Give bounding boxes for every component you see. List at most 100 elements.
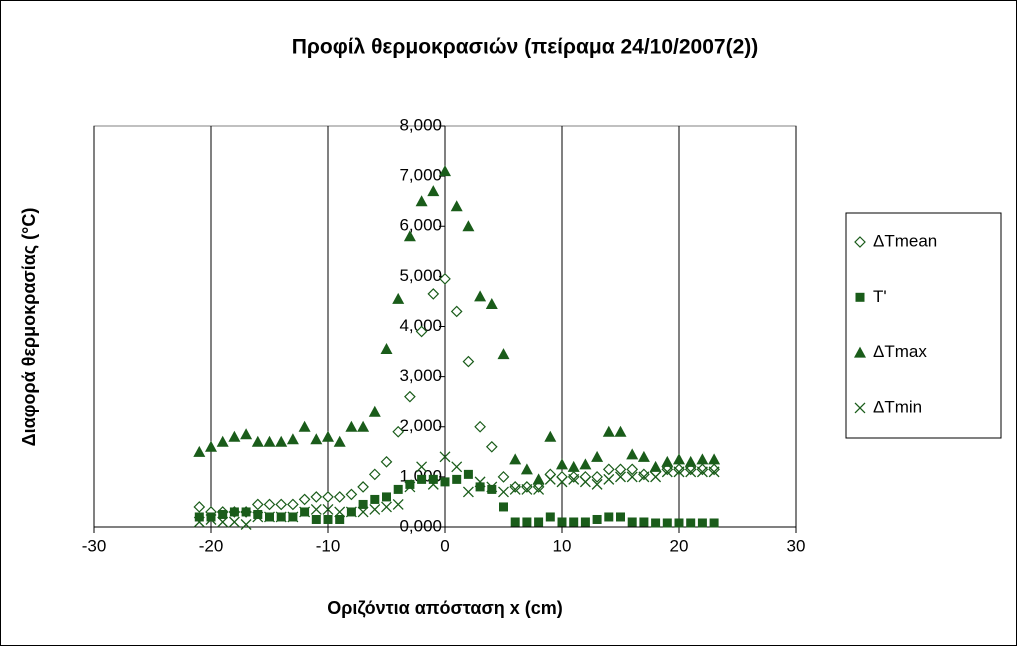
- triangle-marker: [567, 460, 580, 472]
- diamond-marker: [497, 471, 510, 483]
- square-marker: [428, 474, 438, 484]
- x-stroke: [217, 516, 229, 528]
- x-marker: [462, 486, 474, 498]
- y-tick-label: 7,000: [399, 166, 442, 185]
- x-marker: [568, 473, 580, 485]
- x-marker: [854, 402, 866, 414]
- diamond-marker: [310, 491, 323, 503]
- triangle-marker: [427, 185, 440, 197]
- x-stroke: [696, 466, 708, 478]
- square-marker: [662, 518, 672, 528]
- triangle-marker: [626, 448, 639, 460]
- square-marker: [335, 514, 345, 524]
- legend-label: T': [873, 287, 887, 306]
- x-marker: [334, 506, 346, 518]
- diamond-marker: [485, 440, 498, 453]
- triangle-marker: [357, 420, 370, 432]
- diamond-marker: [193, 501, 206, 513]
- triangle-marker: [532, 473, 545, 485]
- legend-label: ΔTmax: [873, 342, 927, 361]
- triangle-marker: [322, 430, 334, 442]
- x-stroke: [615, 471, 626, 483]
- triangle-marker: [579, 458, 592, 470]
- x-marker: [451, 461, 463, 473]
- square-marker: [393, 484, 403, 494]
- x-marker: [205, 514, 217, 525]
- triangle-marker: [602, 425, 615, 437]
- x-marker: [696, 466, 708, 478]
- triangle-marker: [368, 405, 381, 417]
- square-marker: [475, 482, 485, 492]
- x-stroke: [357, 506, 369, 518]
- square-marker: [616, 512, 625, 522]
- square-marker: [382, 492, 391, 502]
- x-stroke: [533, 483, 545, 495]
- x-marker: [345, 506, 357, 518]
- diamond-marker: [287, 498, 299, 511]
- diamond-marker: [404, 390, 416, 403]
- x-marker: [322, 503, 334, 515]
- triangle-marker: [661, 455, 674, 467]
- diamond-marker: [380, 455, 393, 468]
- triangle-marker: [684, 455, 697, 467]
- square-marker: [855, 292, 865, 302]
- x-marker: [533, 483, 545, 495]
- diamond-marker: [614, 463, 627, 476]
- square-marker: [417, 474, 427, 484]
- x-stroke: [603, 473, 615, 485]
- x-stroke: [322, 503, 334, 515]
- x-tick-label: 30: [787, 536, 806, 555]
- diamond-marker: [251, 498, 264, 511]
- x-stroke: [369, 503, 381, 515]
- x-marker: [673, 466, 685, 478]
- x-marker: [369, 503, 381, 515]
- x-marker: [474, 476, 486, 488]
- diamond-marker: [450, 305, 463, 318]
- x-stroke: [685, 466, 697, 478]
- x-stroke: [626, 471, 638, 483]
- square-marker: [311, 514, 321, 524]
- x-tick-label: -30: [82, 536, 107, 555]
- x-marker: [638, 471, 650, 483]
- x-marker: [228, 516, 240, 528]
- x-stroke: [287, 511, 299, 523]
- y-tick-label: 6,000: [399, 216, 442, 235]
- x-marker: [579, 476, 591, 488]
- y-tick-label: 0,000: [399, 516, 442, 535]
- x-stroke: [579, 476, 591, 488]
- diamond-marker: [357, 481, 369, 493]
- diamond-marker: [439, 273, 451, 285]
- x-tick-label: -20: [199, 536, 224, 555]
- triangle-marker: [520, 463, 533, 475]
- x-stroke: [708, 466, 720, 478]
- square-marker: [452, 474, 462, 484]
- square-marker: [370, 494, 380, 504]
- x-stroke: [556, 476, 568, 488]
- diamond-marker: [626, 463, 639, 476]
- x-stroke: [544, 473, 556, 485]
- square-marker: [463, 469, 473, 479]
- x-tick-label: 10: [553, 536, 572, 555]
- triangle-marker: [251, 435, 264, 447]
- x-marker: [615, 471, 626, 483]
- x-stroke: [240, 519, 252, 530]
- x-stroke: [264, 511, 275, 523]
- x-marker: [661, 466, 673, 478]
- x-marker: [603, 473, 615, 485]
- x-stroke: [451, 461, 463, 473]
- diamond-marker: [263, 498, 276, 511]
- x-tick-label: -10: [316, 536, 341, 555]
- x-stroke: [568, 473, 580, 485]
- x-stroke: [486, 481, 498, 493]
- diamond-marker: [322, 491, 334, 503]
- triangle-marker: [649, 460, 662, 472]
- x-stroke: [334, 506, 346, 518]
- x-axis-title: Οριζόντια απόσταση x (cm): [327, 598, 563, 619]
- x-stroke: [205, 514, 217, 525]
- x-marker: [310, 503, 322, 515]
- x-marker: [650, 471, 662, 483]
- triangle-marker: [696, 453, 709, 465]
- diamond-marker: [392, 425, 405, 438]
